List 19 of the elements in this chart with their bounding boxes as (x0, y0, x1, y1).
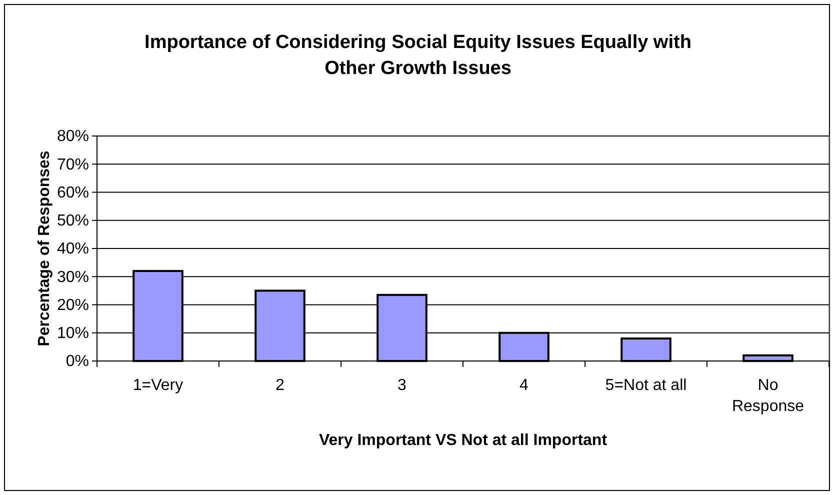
y-tick-label: 0% (66, 353, 89, 370)
y-axis-title: Percentage of Responses (36, 150, 53, 346)
x-tick-label: 2 (276, 377, 285, 394)
x-axis-title: Very Important VS Not at all Important (318, 432, 608, 449)
y-tick-label: 10% (56, 324, 89, 342)
x-tick-label: 4 (520, 377, 529, 394)
y-tick-label: 50% (56, 212, 89, 230)
x-tick-label: No Response (732, 377, 804, 415)
chart-title: Importance of Considering Social Equity Issues Equally with Other Growth Issues (144, 32, 692, 79)
y-tick-label: 80% (56, 128, 89, 146)
x-tick-label: 5=Not at all (605, 377, 687, 394)
x-tick-label: 1=Very (132, 377, 184, 394)
bar (620, 338, 672, 362)
y-tick-label: 70% (56, 156, 89, 174)
x-tick-label: 3 (398, 377, 407, 394)
y-tick-label: 20% (56, 296, 89, 314)
y-tick-label: 40% (56, 240, 89, 258)
y-tick-label: 60% (56, 184, 89, 202)
y-tick-label: 30% (56, 268, 89, 286)
